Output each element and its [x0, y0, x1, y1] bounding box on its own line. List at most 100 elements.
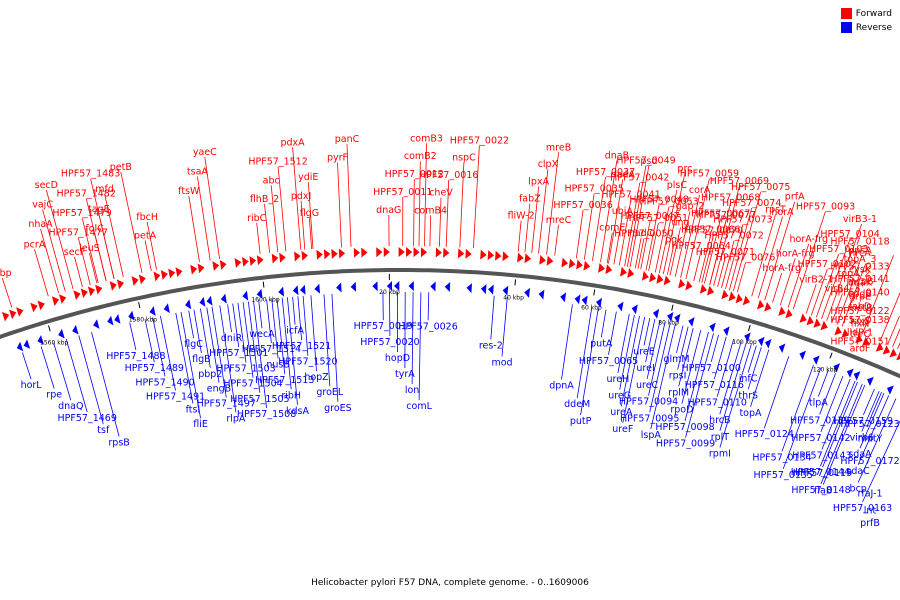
reverse-leader-line [817, 370, 829, 397]
forward-gene-label: HPF57_0122 [830, 306, 889, 317]
reverse-gene-arrow [350, 281, 357, 292]
reverse-gene-label: HPF57_0142 [791, 433, 850, 444]
reverse-gene-label: rpsB [108, 438, 129, 449]
forward-gene-label: HPF57_0070 [684, 225, 743, 236]
forward-gene-label: petA [134, 231, 157, 242]
reverse-leader-line [258, 300, 263, 329]
reverse-gene-label: rpoD [670, 405, 693, 416]
forward-leader-line [424, 143, 427, 247]
reverse-leader-line [310, 295, 317, 372]
forward-gene-label: metB [847, 303, 872, 314]
reverse-leader-line [622, 316, 646, 423]
reverse-gene-label: groES [324, 403, 352, 414]
forward-leader-line [836, 278, 855, 325]
reverse-gene-arrow [765, 339, 772, 349]
reverse-gene-label: HPF57_0020 [360, 337, 419, 348]
forward-leader-line [787, 243, 810, 308]
reverse-leader-lines [22, 291, 900, 503]
reverse-swatch [840, 22, 852, 33]
reverse-gene-label: HPF57_0139 [790, 415, 849, 426]
scale-tick [747, 324, 751, 331]
reverse-gene-arrow [206, 295, 213, 306]
reverse-gene-arrow [114, 314, 121, 324]
scale-tick [514, 279, 517, 286]
forward-gene-label: virB3-1 [843, 214, 877, 225]
forward-gene-label: horA-frg [776, 248, 815, 259]
forward-gene-arrow [465, 248, 472, 259]
forward-gene-arrow [234, 258, 242, 268]
reverse-gene-label: rplT [711, 432, 730, 443]
forward-gene-label: secF [64, 247, 85, 258]
forward-gene-arrow [480, 249, 487, 260]
forward-gene-arrow [197, 263, 205, 274]
reverse-leader-line [648, 321, 666, 396]
scale-tick-label: 1600 kbp [251, 297, 279, 304]
forward-gene-arrow [649, 272, 657, 283]
reverse-leader-line [227, 304, 232, 333]
forward-leader-line [204, 157, 220, 260]
forward-gene-arrow [294, 251, 301, 262]
forward-gene-arrow [641, 270, 649, 281]
forward-leader-line [459, 162, 465, 248]
forward-leader-line [861, 255, 894, 335]
forward-gene-label: mreC [546, 215, 572, 226]
reverse-gene-label: HPF57_1514 [242, 344, 301, 355]
scale-ticks: 1560 kbp 1580 kbp 1600 kbp 20 kbp 40 kbp 60 k… [40, 274, 838, 373]
forward-gene-arrow [1, 311, 10, 322]
reverse-leader-line [676, 325, 684, 353]
reverse-gene-label: HPF57_1488 [106, 351, 165, 362]
reverse-gene-arrow [538, 289, 545, 300]
forward-leader-line [729, 207, 753, 291]
reverse-gene-label: HPF57_0094 [619, 397, 678, 408]
reverse-leader-line [292, 296, 296, 325]
reverse-leader-line [247, 301, 261, 393]
reverse-leader-line [719, 342, 747, 431]
reverse-gene-label: ddeM [564, 399, 590, 410]
forward-gene-label: HPF57_0069 [710, 176, 769, 187]
reverse-gene-label: sdaA [848, 449, 872, 460]
reverse-gene-label: rfaJ-1 [857, 488, 882, 499]
forward-leader-line [197, 176, 211, 261]
reverse-leader-line [65, 338, 88, 413]
reverse-gene-label: rlpA [226, 413, 246, 424]
reverse-gene-arrow [72, 324, 79, 335]
forward-gene-arrow [153, 271, 161, 282]
reverse-gene-label: HPF57_0116 [685, 380, 744, 391]
forward-leader-line [531, 186, 540, 253]
reverse-gene-label: infC [739, 374, 758, 385]
forward-gene-arrow [435, 247, 442, 258]
forward-gene-label: mreB [546, 142, 571, 153]
forward-gene-arrow [561, 257, 568, 268]
reverse-gene-label: glmM [663, 354, 689, 365]
forward-gene-label: fbp [0, 268, 12, 279]
forward-gene-label: thrC [850, 329, 871, 340]
forward-gene-arrow [546, 255, 554, 266]
reverse-gene-arrow [163, 303, 170, 314]
reverse-leader-line [490, 295, 495, 340]
reverse-leader-line [281, 297, 292, 390]
forward-gene-arrow [219, 260, 227, 270]
reverse-gene-arrow [574, 294, 581, 305]
forward-gene-arrow [80, 288, 88, 298]
reverse-leader-line [152, 317, 166, 377]
reverse-gene-label: ureE [633, 347, 655, 358]
forward-leader-line [648, 222, 659, 271]
reverse-gene-label: virb6 [850, 433, 874, 444]
reverse-leader-line [144, 319, 155, 363]
reverse-gene-arrow [58, 328, 65, 339]
reverse-gene-label: HPF57_0144 [791, 467, 850, 478]
forward-gene-label: HPF57_0118 [830, 236, 889, 247]
reverse-gene-label: hopZ [304, 372, 329, 383]
forward-gene-label: ubiA [612, 206, 634, 217]
forward-gene-label: pgk [665, 235, 683, 246]
reverse-gene-arrow [16, 341, 24, 352]
forward-leader-line [429, 215, 431, 247]
forward-leader-line [346, 143, 352, 248]
reverse-gene-arrow [581, 295, 588, 306]
forward-gene-label: vajC [32, 200, 53, 211]
reverse-leader-line [857, 395, 890, 465]
reverse-gene-label: HPF57_0095 [620, 413, 679, 424]
reverse-leader-line [411, 292, 414, 385]
forward-gene-label: horA-frg [790, 234, 829, 245]
forward-gene-arrow [190, 264, 198, 275]
